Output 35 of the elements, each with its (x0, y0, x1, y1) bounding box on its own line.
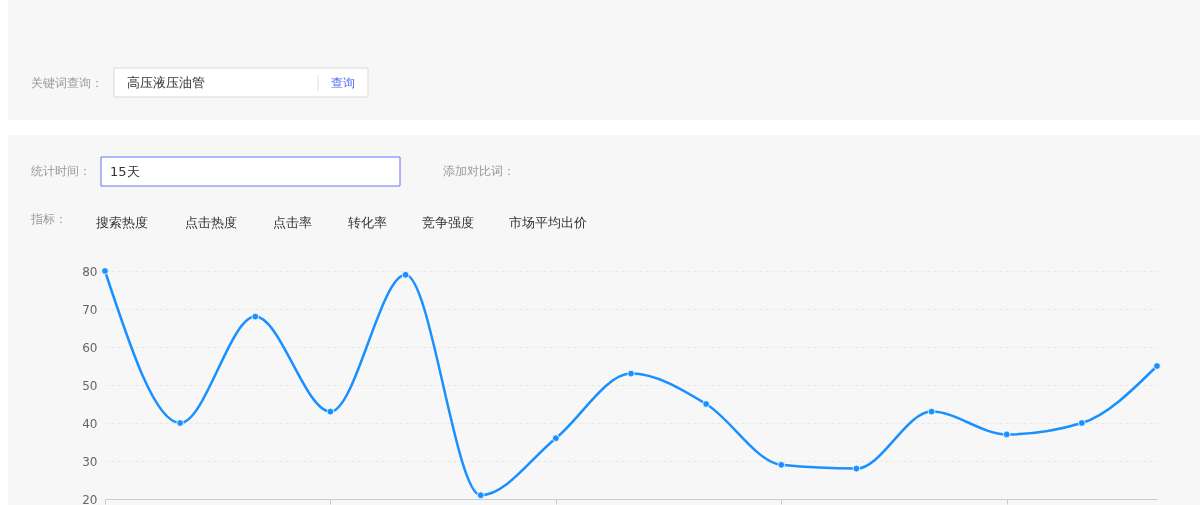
point (251, 312, 260, 321)
point (326, 407, 335, 416)
text: 竞争强度 (422, 215, 474, 230)
point (401, 271, 410, 279)
y-tick-label: 50 (82, 378, 98, 393)
point (1153, 362, 1161, 370)
point (101, 267, 109, 275)
y-tick-label: 20 (82, 492, 98, 505)
text: 搜索热度 (96, 215, 148, 230)
text: 查询 (331, 76, 355, 90)
y-tick-label: 70 (82, 302, 98, 317)
point (927, 407, 936, 416)
point (1002, 430, 1011, 439)
point (176, 419, 184, 427)
text: 点击率 (273, 215, 312, 230)
point (1078, 419, 1086, 427)
point (702, 400, 710, 408)
text: 关键词查询： (31, 76, 103, 90)
text: 统计时间： (31, 164, 91, 178)
point (627, 369, 635, 378)
y-tick-label: 60 (82, 340, 98, 355)
text: 指标： (30, 212, 67, 226)
text: 15天 (110, 164, 140, 179)
y-tick-label: 80 (82, 264, 98, 279)
text: 点击热度 (185, 215, 237, 230)
point (476, 491, 485, 499)
text: 添加对比词： (443, 164, 515, 178)
text: 市场平均出价 (509, 215, 587, 230)
y-tick-label: 30 (82, 454, 98, 469)
text: 高压液压油管 (127, 75, 205, 90)
point (777, 461, 786, 469)
text: 转化率 (348, 215, 387, 230)
point (552, 434, 560, 442)
y-tick-label: 40 (82, 416, 98, 431)
point (852, 464, 861, 473)
